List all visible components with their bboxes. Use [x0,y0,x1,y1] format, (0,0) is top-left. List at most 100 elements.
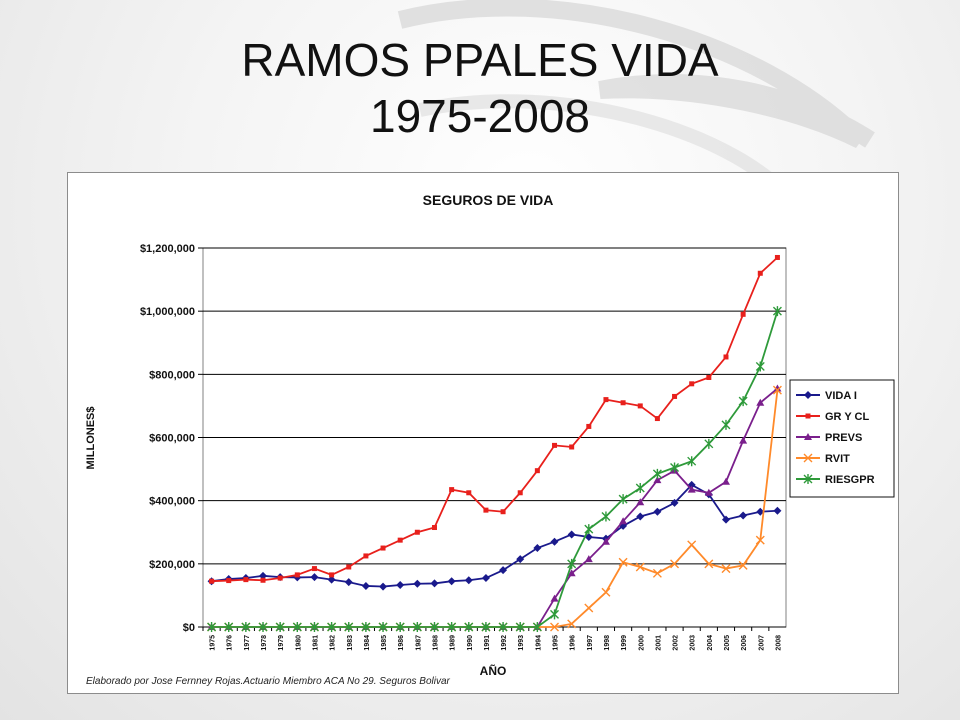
data-point [414,529,420,535]
data-point [756,398,765,406]
x-tick-label: 1982 [330,635,337,651]
data-point [241,622,251,632]
data-point [773,384,782,392]
data-point [672,393,678,399]
data-point [774,254,780,260]
data-point [327,622,337,632]
data-point [653,507,662,516]
data-point [670,498,679,507]
data-point [739,511,748,520]
data-point [620,400,626,406]
x-tick-label: 2001 [655,635,662,651]
data-point [755,361,765,372]
x-tick-label: 1994 [535,635,542,651]
data-point [534,468,540,474]
data-point [804,391,812,399]
x-tick-label: 1996 [570,635,577,651]
data-point [601,537,610,545]
data-point [652,568,662,578]
x-tick-label: 1980 [295,635,302,651]
x-tick-label: 1983 [347,635,354,651]
y-tick-label: $400,000 [149,496,195,508]
life-insurance-chart: $0 $200,000 $400,000 $600,000 $800,000 $1,000… [85,192,895,678]
data-point [569,444,575,450]
data-point [755,535,765,545]
x-tick-label: 2005 [724,635,731,651]
data-point [635,483,645,494]
x-tick-label: 2003 [690,635,697,651]
x-tick-label: 1975 [210,635,217,651]
data-point [704,438,714,449]
data-point [361,581,370,590]
data-point [618,557,628,567]
data-point [260,577,266,583]
data-point [532,622,542,632]
legend-label: RIESGPR [825,474,875,486]
data-point [483,507,489,513]
y-tick-label: $200,000 [149,559,195,571]
series-line [211,256,779,583]
data-point [635,562,645,572]
x-tick-label: 1995 [553,635,560,651]
data-point [481,574,490,583]
data-point [721,477,730,485]
data-point [721,564,731,574]
data-point [772,306,782,317]
data-point [601,511,611,522]
x-tick-label: 1991 [484,635,491,651]
data-point [516,555,525,564]
data-point [670,462,680,473]
data-point [275,622,285,632]
data-point [207,622,217,632]
y-tick-label: $600,000 [149,433,195,445]
data-point [413,579,422,588]
data-point [397,537,403,543]
series-line [211,310,779,628]
data-point [567,558,577,569]
data-point [449,487,455,493]
series-riesgpr [207,306,782,632]
legend-item: RIESGPR [796,474,875,486]
slide-title-line1: RAMOS PPALES VIDA [241,34,719,86]
data-point [584,524,594,535]
y-tick-label: $1,200,000 [140,243,195,255]
data-point [601,587,611,597]
data-point [805,413,811,419]
data-point [466,490,472,496]
x-tick-label: 1989 [450,635,457,651]
data-point [515,622,525,632]
data-point [756,507,765,516]
data-point [379,582,388,591]
chart-frame: $0 $200,000 $400,000 $600,000 $800,000 $1,000… [67,172,899,694]
x-tick-label: 1990 [467,635,474,651]
data-point [311,566,317,572]
data-point [637,403,643,409]
x-tick-label: 1998 [604,635,611,651]
x-tick-label: 2002 [673,635,680,651]
x-tick-label: 1979 [278,635,285,651]
data-point [803,453,813,463]
data-point [550,594,559,602]
data-point [704,488,713,496]
x-tick-label: 1984 [364,635,371,651]
data-point [500,509,506,515]
data-point [740,311,746,317]
data-point [706,374,712,380]
data-point [687,540,697,550]
data-point [567,619,577,629]
data-point [464,576,473,585]
data-point [396,580,405,589]
data-point [804,433,812,440]
chart-credit: Elaborado por Jose Fernney Rojas.Actuari… [86,676,450,687]
data-point [652,468,662,479]
x-tick-label: 1985 [381,635,388,651]
x-tick-label: 1978 [261,635,268,651]
x-tick-label: 2007 [758,635,765,651]
data-point [721,515,730,524]
x-tick-label: 1976 [227,635,234,651]
data-point [704,559,714,569]
x-tick-label: 1987 [415,635,422,651]
data-point [292,622,302,632]
data-point [586,423,592,429]
series-gr-y-cl [209,254,780,584]
